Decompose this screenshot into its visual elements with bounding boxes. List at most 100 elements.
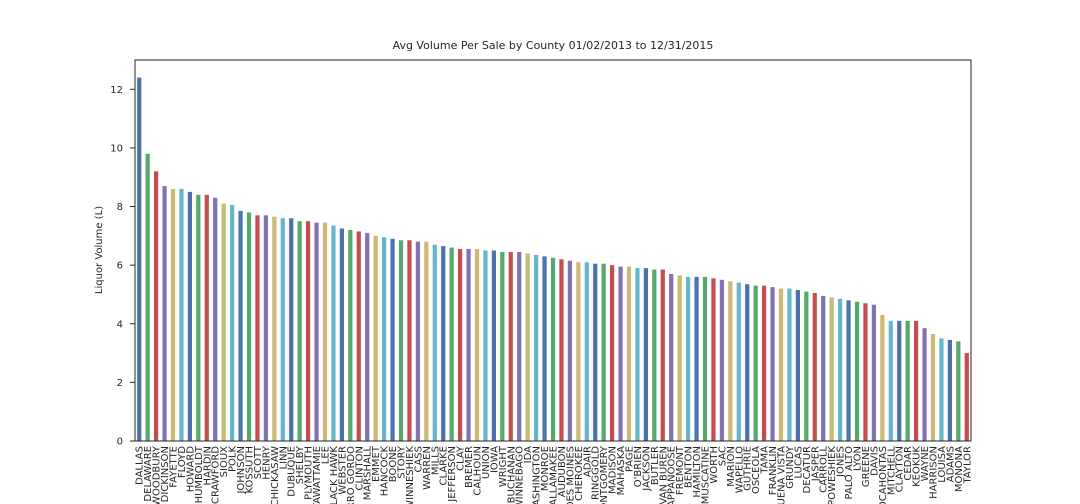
- bar: [525, 253, 530, 441]
- x-tick-label: BENTON: [684, 446, 695, 488]
- x-tick-label: MONROE: [540, 446, 551, 491]
- bar: [610, 265, 615, 441]
- x-tick-label: WASHINGTON: [532, 446, 543, 504]
- x-tick-label: GREENE: [861, 446, 872, 487]
- y-tick-label: 2: [117, 378, 123, 389]
- x-tick-label: MITCHELL: [886, 446, 897, 495]
- bar: [466, 249, 471, 441]
- y-axis-label: Liquor Volume (L): [94, 206, 105, 294]
- bar: [306, 221, 311, 441]
- x-tick-label: PAGE: [625, 446, 636, 472]
- bar: [956, 341, 961, 441]
- bar: [213, 197, 218, 441]
- bar: [550, 257, 556, 441]
- bar: [534, 254, 539, 441]
- x-tick-label: HARRISON: [929, 446, 940, 499]
- x-tick-label: GUTHRIE: [743, 446, 754, 491]
- x-tick-label: TAYLOR: [962, 446, 973, 485]
- x-tick-label: HOWARD: [185, 446, 196, 493]
- x-tick-label: MUSCATINE: [701, 446, 712, 504]
- x-tick-label: HENRY: [261, 445, 272, 480]
- x-tick-label: ADAIR: [582, 446, 593, 477]
- x-tick-label: AUDUBON: [557, 446, 568, 497]
- x-tick-label: CERRO GORDO: [346, 446, 357, 504]
- bar: [407, 240, 412, 441]
- bar: [322, 222, 328, 441]
- bar: [812, 292, 817, 441]
- x-tick-label: BUCHANAN: [506, 446, 517, 503]
- x-tick-label: CRAWFORD: [211, 446, 222, 504]
- x-tick-label: KEOKUK: [912, 446, 923, 487]
- x-tick-label: LOUISA: [937, 446, 948, 483]
- x-tick-label: IOWA: [489, 446, 500, 473]
- bar: [939, 338, 944, 441]
- x-tick-label: UNION: [481, 446, 492, 479]
- x-tick-label: OSCEOLA: [751, 446, 762, 494]
- x-tick-label: FREMONT: [675, 445, 686, 495]
- x-tick-label: PALO ALTO: [844, 446, 855, 500]
- bar: [618, 266, 623, 441]
- bar: [145, 153, 150, 442]
- x-tick-label: EMMET: [371, 445, 382, 482]
- x-tick-label: MARSHALL: [363, 446, 374, 501]
- bar: [230, 205, 235, 441]
- bar: [626, 266, 632, 441]
- bar: [365, 232, 370, 441]
- bar: [373, 235, 378, 441]
- x-tick-label: WINNEBAGO: [515, 446, 526, 504]
- x-tick-label: DECATUR: [802, 446, 813, 493]
- x-tick-label: POCAHONTAS: [878, 446, 889, 504]
- bar: [922, 328, 927, 441]
- x-tick-label: SHELBY: [295, 445, 306, 484]
- x-tick-label: LINN: [278, 446, 289, 469]
- bar: [914, 320, 919, 441]
- x-tick-label: BLACK HAWK: [329, 446, 340, 504]
- y-tick-label: 10: [110, 143, 123, 154]
- x-tick-label: WAPELLO: [734, 446, 745, 493]
- bar: [669, 273, 674, 441]
- y-tick-label: 8: [117, 202, 123, 213]
- bar: [263, 215, 268, 441]
- x-tick-label: JOHNSON: [236, 446, 247, 495]
- x-tick-label: ALLAMAKEE: [549, 446, 560, 504]
- x-tick-label: HAMILTON: [692, 446, 703, 498]
- bar: [339, 228, 344, 441]
- x-tick-label: WORTH: [709, 446, 720, 484]
- bar: [736, 282, 741, 441]
- bar: [398, 240, 404, 441]
- bar: [356, 231, 361, 441]
- x-tick-label: SAC: [717, 446, 728, 466]
- x-tick-label: HUMBOLDT: [194, 445, 205, 503]
- x-tick-label: CLARKE: [439, 446, 450, 485]
- bar: [314, 222, 319, 441]
- bar: [559, 259, 564, 441]
- x-tick-label: MAHASKA: [616, 446, 627, 496]
- bar: [500, 251, 505, 441]
- x-tick-label: CHEROKEE: [574, 446, 585, 501]
- bar: [838, 298, 843, 441]
- bar: [542, 256, 547, 441]
- x-tick-label: O'BRIEN: [633, 446, 644, 487]
- bar: [238, 210, 243, 441]
- bar: [871, 304, 876, 441]
- bar: [762, 285, 767, 441]
- bar: [246, 212, 252, 441]
- bar: [432, 244, 437, 441]
- bar: [415, 241, 420, 441]
- bar: [601, 263, 606, 441]
- bar: [204, 194, 209, 441]
- x-tick-label: LUCAS: [793, 446, 804, 479]
- bar: [508, 251, 513, 441]
- x-tick-label: GRUNDY: [785, 445, 796, 489]
- x-tick-label: MONONA: [954, 446, 965, 492]
- bar: [441, 246, 446, 441]
- bar: [382, 237, 387, 441]
- x-tick-label: WRIGHT: [498, 445, 509, 487]
- bar: [745, 284, 750, 441]
- bar: [719, 279, 724, 441]
- y-tick-label: 6: [117, 261, 123, 272]
- bar: [880, 314, 885, 441]
- bar: [179, 188, 184, 441]
- bar: [584, 262, 589, 441]
- x-tick-label: LYON: [853, 446, 864, 471]
